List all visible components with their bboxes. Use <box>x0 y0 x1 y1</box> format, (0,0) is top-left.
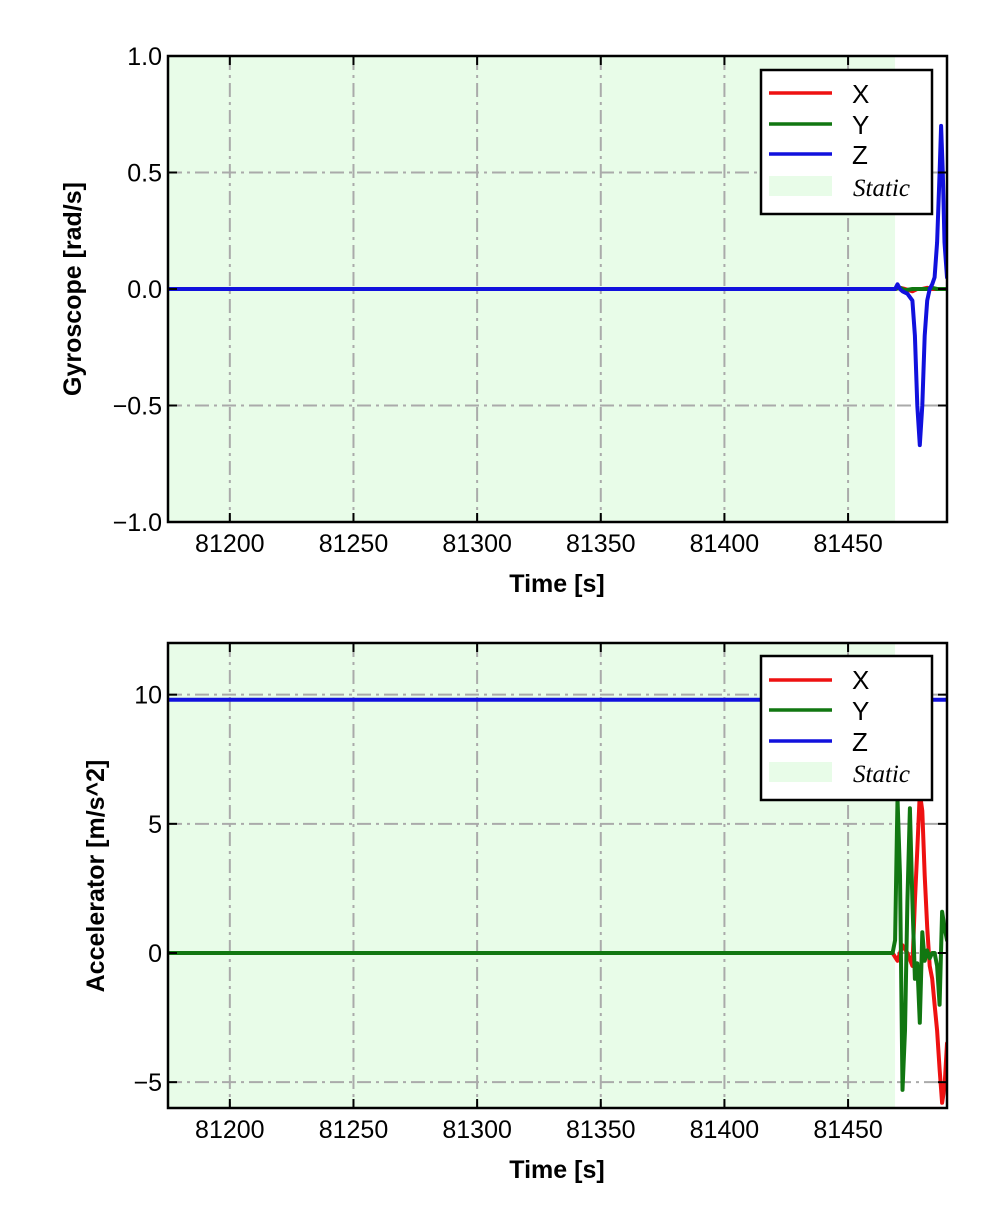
x-tick-label: 81200 <box>195 530 265 558</box>
legend-label-z: Z <box>852 140 868 170</box>
y-tick-label: 1.0 <box>127 43 162 71</box>
y-axis-label: Accelerator [m/s^2] <box>82 760 110 993</box>
series-lines <box>168 123 947 448</box>
legend-swatch-static <box>769 176 832 196</box>
x-tick-label: 81400 <box>690 530 760 558</box>
y-tick-label: 0.5 <box>127 160 162 188</box>
series-x-line <box>168 790 947 1105</box>
y-tick-label: −1.0 <box>113 509 162 537</box>
legend-swatch-static <box>769 762 832 782</box>
x-tick-label: 81250 <box>319 530 389 558</box>
legend-label-y: Y <box>852 696 869 726</box>
x-tick-label: 81400 <box>690 1116 760 1144</box>
legend-label-static: Static <box>853 175 910 202</box>
x-ticks: 81200 81250 81300 81350 81400 81450 <box>195 643 883 1144</box>
legend: X Y Z Static <box>759 68 934 216</box>
x-axis-label: Time [s] <box>509 570 604 598</box>
y-tick-label: 0.0 <box>127 276 162 304</box>
legend: X Y Z Static <box>759 654 934 802</box>
plot-frame <box>166 641 949 1110</box>
x-tick-label: 81250 <box>319 1116 389 1144</box>
y-tick-label: −0.5 <box>113 393 162 421</box>
x-tick-label: 81200 <box>195 1116 265 1144</box>
series-y-line <box>168 796 947 1092</box>
y-ticks: −5 0 5 10 <box>133 682 947 1097</box>
y-ticks: −1.0 −0.5 0.0 0.5 1.0 <box>113 43 947 537</box>
series-z-line <box>168 123 947 448</box>
y-tick-label: 0 <box>148 940 162 968</box>
y-tick-label: −5 <box>133 1069 162 1097</box>
x-tick-label: 81300 <box>442 530 512 558</box>
legend-label-x: X <box>852 665 869 695</box>
legend-label-static: Static <box>853 761 910 788</box>
x-tick-label: 81350 <box>566 1116 636 1144</box>
y-axis-label: Gyroscope [rad/s] <box>59 182 87 396</box>
x-tick-label: 81450 <box>813 1116 883 1144</box>
x-axis-label: Time [s] <box>509 1156 604 1184</box>
x-tick-label: 81450 <box>813 530 883 558</box>
x-tick-label: 81300 <box>442 1116 512 1144</box>
accelerometer-panel: 81200 81250 81300 81350 81400 81450 −5 0 5 10 Ti… <box>82 641 949 1184</box>
y-tick-label: 5 <box>148 811 162 839</box>
gyroscope-panel: 81200 81250 81300 81350 81400 81450 −1.0 −0.5 0… <box>59 43 949 598</box>
x-tick-label: 81350 <box>566 530 636 558</box>
y-tick-label: 10 <box>134 682 162 710</box>
legend-label-y: Y <box>852 110 869 140</box>
legend-label-z: Z <box>852 727 868 757</box>
legend-label-x: X <box>852 79 869 109</box>
x-ticks: 81200 81250 81300 81350 81400 81450 <box>195 56 883 558</box>
